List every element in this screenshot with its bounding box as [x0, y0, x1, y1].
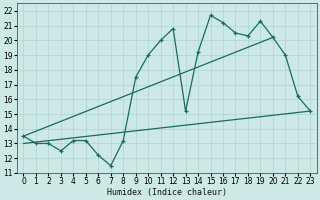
- X-axis label: Humidex (Indice chaleur): Humidex (Indice chaleur): [107, 188, 227, 197]
